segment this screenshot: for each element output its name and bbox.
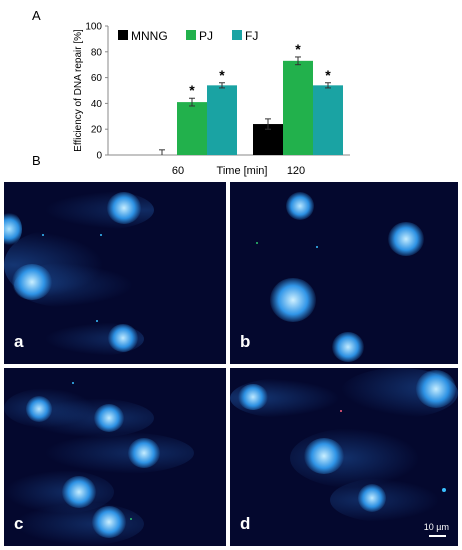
micrograph-b: b bbox=[230, 182, 458, 364]
panel-letter-b: B bbox=[32, 153, 41, 168]
y-tick-label: 100 bbox=[85, 22, 102, 33]
micrograph-label-c: c bbox=[14, 514, 24, 533]
significance-mark: * bbox=[295, 41, 301, 57]
bar-fj-60 bbox=[207, 85, 237, 155]
y-tick-label: 0 bbox=[96, 151, 102, 162]
legend-swatch-pj bbox=[186, 30, 196, 40]
micrograph-label-a: a bbox=[14, 332, 24, 351]
x-axis-label: Time [min] bbox=[217, 165, 268, 177]
scale-bar-label: 10 µm bbox=[423, 522, 449, 532]
micrograph-d: d 10 µm bbox=[230, 368, 458, 546]
y-tick-label: 40 bbox=[91, 99, 103, 110]
micrograph-label-b: b bbox=[240, 332, 251, 351]
y-axis-label: Efficiency of DNA repair [%] bbox=[73, 29, 84, 152]
x-tick-label-120: 120 bbox=[287, 165, 305, 177]
y-tick-label: 80 bbox=[91, 47, 103, 58]
legend-label-pj: PJ bbox=[199, 29, 213, 43]
bar-pj-120 bbox=[283, 60, 313, 155]
y-tick-label: 60 bbox=[91, 73, 103, 84]
micrograph-c: c bbox=[4, 368, 226, 546]
bar-fj-120 bbox=[313, 85, 343, 155]
panel-letter-a: A bbox=[32, 8, 41, 23]
legend-label-fj: FJ bbox=[245, 29, 258, 43]
micrograph-a: a bbox=[4, 182, 226, 364]
micrograph-label-d: d bbox=[240, 514, 251, 533]
legend-swatch-mnng bbox=[118, 30, 128, 40]
y-tick-label: 20 bbox=[91, 125, 103, 136]
scale-bar bbox=[429, 535, 446, 537]
legend-swatch-fj bbox=[232, 30, 242, 40]
bar-pj-60 bbox=[177, 102, 207, 155]
legend-label-mnng: MNNG bbox=[131, 29, 168, 43]
significance-mark: * bbox=[219, 67, 225, 83]
significance-mark: * bbox=[189, 82, 195, 98]
x-tick-label-60: 60 bbox=[172, 165, 184, 177]
significance-mark: * bbox=[325, 67, 331, 83]
